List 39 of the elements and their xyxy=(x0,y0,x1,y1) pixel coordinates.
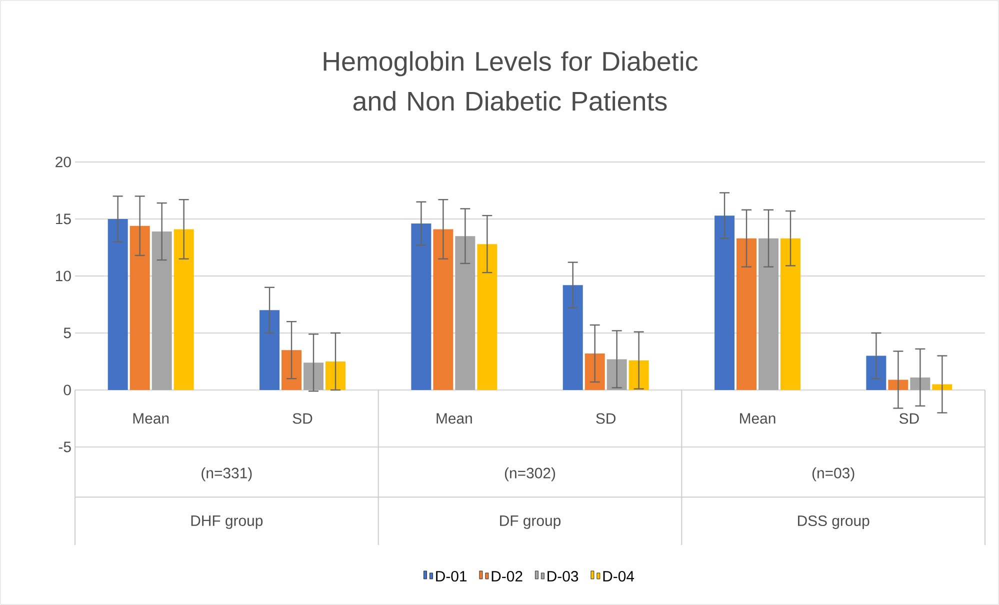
x-tick-label: SD xyxy=(596,413,616,424)
y-tick-label: 15 xyxy=(56,214,71,224)
bar xyxy=(411,224,432,390)
bar xyxy=(714,216,735,390)
bar xyxy=(888,380,908,390)
bar xyxy=(174,229,194,390)
text: (n=331) xyxy=(202,467,252,482)
text: (n=302) xyxy=(504,467,556,482)
bar xyxy=(455,236,476,390)
legend-label: D-04 xyxy=(603,570,634,582)
chart-title: Hemoglobin Levels for Diabetic and Non Diabetic Patients xyxy=(324,51,698,111)
bar xyxy=(130,226,150,390)
bar xyxy=(433,229,454,390)
bar xyxy=(910,377,930,390)
text: DSS group xyxy=(798,515,870,529)
bar xyxy=(108,218,128,390)
bar xyxy=(562,285,583,390)
legend-label: D-03 xyxy=(548,570,578,582)
x-tick-label: SD xyxy=(292,413,312,424)
bar xyxy=(780,238,800,390)
x-tick-label: Mean xyxy=(436,413,472,424)
bar xyxy=(260,310,280,390)
bar xyxy=(758,238,779,390)
x-tick-label: Mean xyxy=(133,413,169,424)
legend-label: D-02 xyxy=(492,570,522,582)
x-tick-label: SD xyxy=(899,413,919,424)
text: DF group xyxy=(500,516,561,529)
y-tick-label: 5 xyxy=(64,328,71,338)
bar xyxy=(477,244,498,390)
y-tick-label: 10 xyxy=(56,270,71,282)
y-tick-label: 20 xyxy=(56,156,71,168)
text: DHF group xyxy=(191,516,263,529)
bar xyxy=(736,238,757,390)
y-tick-label: -5 xyxy=(58,442,71,452)
legend-label: D-01 xyxy=(436,570,467,582)
x-tick-label: Mean xyxy=(740,413,776,424)
bar xyxy=(152,232,172,390)
y-tick-label: 0 xyxy=(64,384,71,396)
text: (n=03) xyxy=(812,467,854,482)
